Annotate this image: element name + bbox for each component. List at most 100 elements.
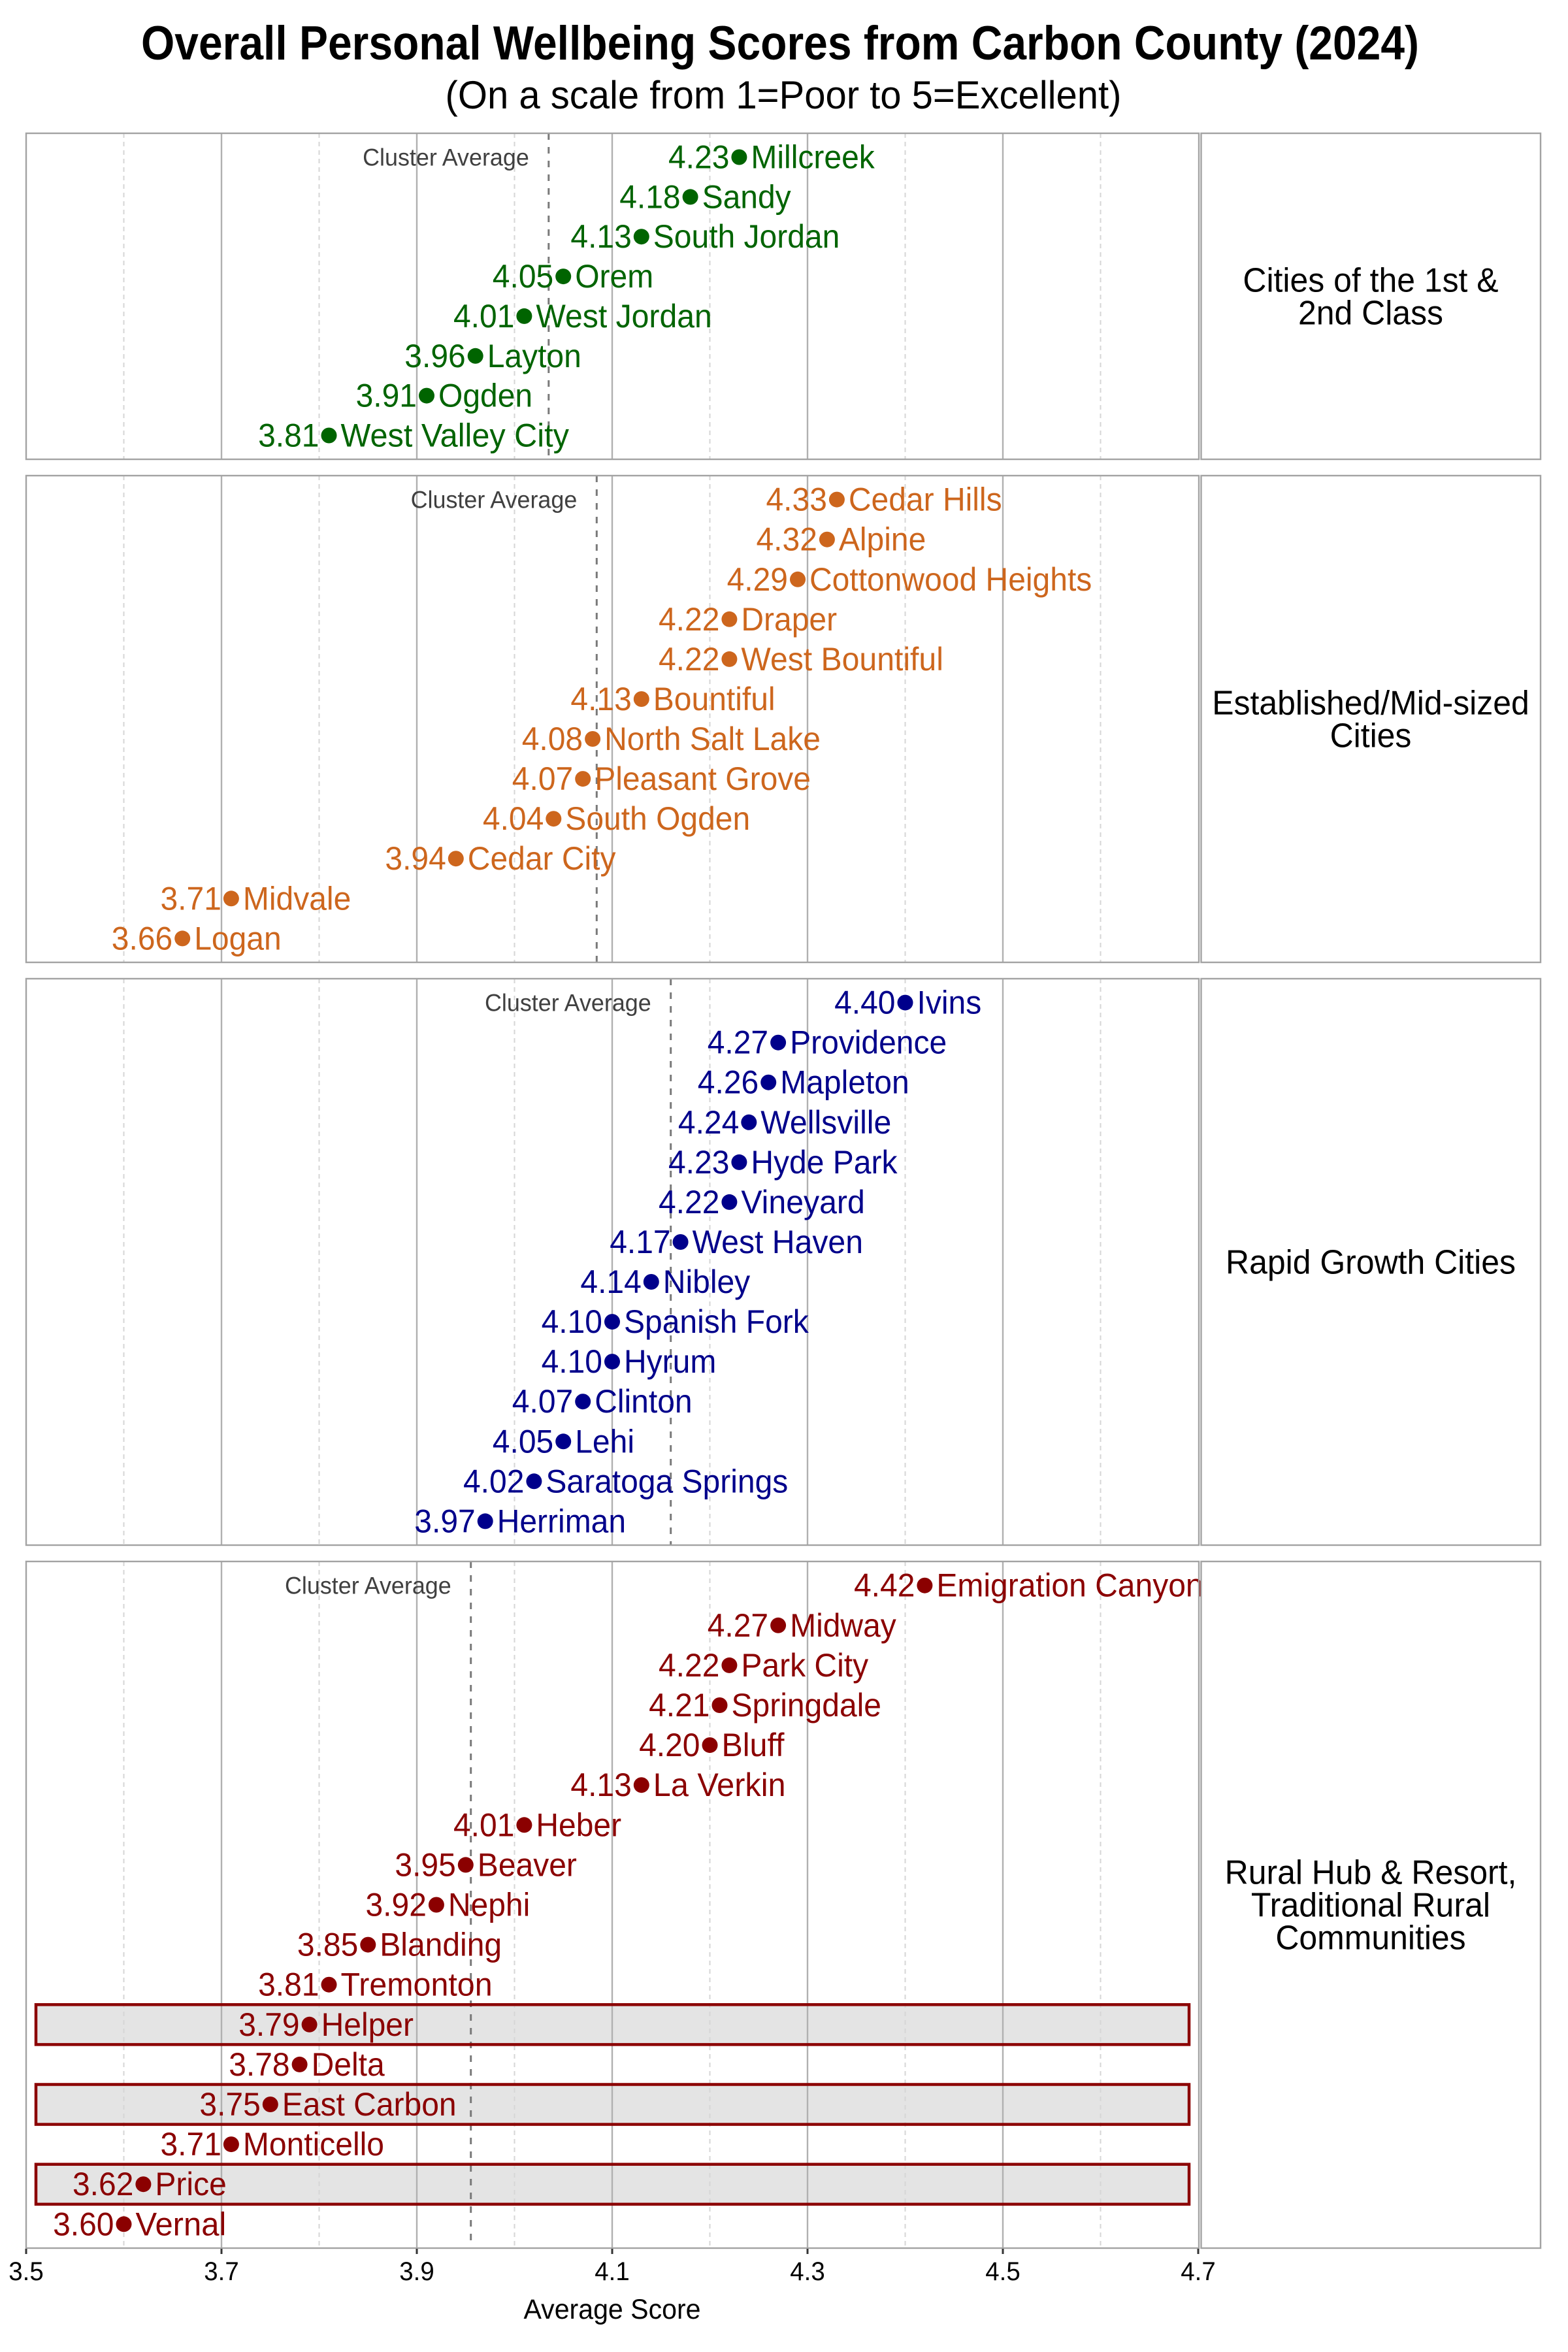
svg-text:La Verkin: La Verkin [653, 1767, 786, 1803]
svg-text:Providence: Providence [790, 1024, 947, 1061]
svg-text:4.02: 4.02 [463, 1463, 524, 1499]
svg-text:4.22: 4.22 [659, 1184, 719, 1220]
svg-text:3.94: 3.94 [385, 840, 446, 877]
svg-text:4.21: 4.21 [649, 1687, 710, 1723]
svg-text:3.60: 3.60 [53, 2206, 114, 2242]
svg-text:Millcreek: Millcreek [751, 139, 875, 176]
svg-text:4.3: 4.3 [790, 2257, 825, 2286]
svg-text:Hyde Park: Hyde Park [751, 1144, 898, 1181]
svg-text:4.32: 4.32 [757, 521, 817, 558]
svg-text:Beaver: Beaver [478, 1846, 577, 1883]
svg-text:Nephi: Nephi [448, 1887, 530, 1923]
svg-text:4.1: 4.1 [595, 2257, 629, 2286]
svg-text:4.10: 4.10 [542, 1343, 602, 1380]
svg-text:Overall Personal Wellbeing Sco: Overall Personal Wellbeing Scores from C… [141, 17, 1419, 70]
svg-text:3.85: 3.85 [297, 1927, 358, 1963]
svg-text:Cities of the 1st &: Cities of the 1st & [1243, 261, 1498, 299]
svg-text:Cottonwood Heights: Cottonwood Heights [809, 561, 1092, 598]
svg-text:Cluster Average: Cluster Average [411, 487, 578, 514]
svg-text:South Ogden: South Ogden [565, 800, 750, 837]
svg-text:3.7: 3.7 [204, 2257, 238, 2286]
svg-text:Helper: Helper [321, 2006, 414, 2043]
svg-text:3.5: 3.5 [8, 2257, 43, 2286]
svg-text:Established/Mid-sized: Established/Mid-sized [1212, 684, 1529, 722]
svg-text:4.23: 4.23 [668, 139, 729, 176]
svg-text:Saratoga Springs: Saratoga Springs [546, 1463, 788, 1499]
svg-text:4.40: 4.40 [834, 985, 895, 1021]
svg-text:Lehi: Lehi [575, 1423, 634, 1460]
svg-text:3.75: 3.75 [199, 2086, 260, 2123]
svg-text:4.27: 4.27 [708, 1607, 768, 1644]
svg-text:Nibley: Nibley [663, 1264, 750, 1300]
svg-text:Orem: Orem [575, 258, 653, 295]
svg-text:Rapid Growth Cities: Rapid Growth Cities [1226, 1243, 1516, 1281]
svg-text:Spanish Fork: Spanish Fork [624, 1303, 809, 1340]
svg-text:4.13: 4.13 [570, 1767, 631, 1803]
svg-text:Cluster Average: Cluster Average [285, 1573, 451, 1599]
svg-text:Price: Price [155, 2166, 226, 2202]
svg-text:4.04: 4.04 [483, 800, 544, 837]
svg-text:Cluster Average: Cluster Average [485, 990, 651, 1017]
svg-text:4.29: 4.29 [727, 561, 788, 598]
svg-text:4.5: 4.5 [985, 2257, 1020, 2286]
svg-text:4.05: 4.05 [493, 1423, 553, 1460]
svg-text:3.71: 3.71 [161, 880, 221, 917]
svg-text:Cedar City: Cedar City [468, 840, 616, 877]
svg-text:North Salt Lake: North Salt Lake [604, 721, 821, 757]
svg-text:4.18: 4.18 [619, 178, 680, 215]
svg-text:4.07: 4.07 [512, 1383, 573, 1420]
svg-text:4.05: 4.05 [493, 258, 553, 295]
svg-text:3.97: 3.97 [414, 1503, 475, 1539]
svg-text:Cluster Average: Cluster Average [363, 144, 529, 171]
svg-text:Ogden: Ogden [438, 378, 532, 414]
svg-text:(On a scale from 1=Poor to 5=E: (On a scale from 1=Poor to 5=Excellent) [446, 73, 1122, 117]
svg-text:Sandy: Sandy [702, 178, 791, 215]
svg-text:Vineyard: Vineyard [741, 1184, 864, 1220]
svg-text:Herriman: Herriman [497, 1503, 626, 1539]
svg-text:Ivins: Ivins [917, 985, 982, 1021]
svg-text:Delta: Delta [312, 2046, 385, 2083]
svg-text:Monticello: Monticello [243, 2126, 384, 2163]
svg-text:West Valley City: West Valley City [341, 417, 569, 454]
svg-text:3.95: 3.95 [395, 1846, 455, 1883]
svg-text:3.79: 3.79 [238, 2006, 299, 2043]
svg-text:4.26: 4.26 [698, 1064, 759, 1101]
svg-text:4.22: 4.22 [659, 1647, 719, 1684]
svg-text:Average Score: Average Score [524, 2294, 701, 2325]
svg-text:Clinton: Clinton [595, 1383, 692, 1420]
svg-text:Draper: Draper [741, 601, 837, 638]
svg-text:Hyrum: Hyrum [624, 1343, 716, 1380]
svg-text:Midvale: Midvale [243, 880, 351, 917]
svg-text:Tremonton: Tremonton [341, 1967, 493, 2003]
svg-text:Blanding: Blanding [380, 1927, 502, 1963]
svg-text:4.13: 4.13 [570, 218, 631, 255]
svg-text:4.14: 4.14 [580, 1264, 641, 1300]
svg-text:Midway: Midway [790, 1607, 896, 1644]
svg-text:Vernal: Vernal [136, 2206, 227, 2242]
svg-text:Cities: Cities [1330, 717, 1412, 755]
svg-text:Heber: Heber [536, 1806, 621, 1843]
svg-text:3.91: 3.91 [356, 378, 417, 414]
svg-text:Park City: Park City [741, 1647, 868, 1684]
svg-text:4.13: 4.13 [570, 681, 631, 717]
svg-text:4.42: 4.42 [854, 1567, 915, 1604]
svg-text:Communities: Communities [1275, 1919, 1465, 1957]
svg-text:4.23: 4.23 [668, 1144, 729, 1181]
svg-text:4.07: 4.07 [512, 760, 573, 797]
svg-text:Rural Hub & Resort,: Rural Hub & Resort, [1225, 1854, 1517, 1891]
svg-text:Mapleton: Mapleton [780, 1064, 909, 1101]
svg-text:Bluff: Bluff [722, 1727, 785, 1763]
svg-text:West Jordan: West Jordan [536, 298, 711, 335]
svg-text:Bountiful: Bountiful [653, 681, 776, 717]
svg-text:Springdale: Springdale [732, 1687, 882, 1723]
svg-text:West Haven: West Haven [693, 1224, 863, 1260]
svg-text:4.17: 4.17 [610, 1224, 670, 1260]
svg-text:South Jordan: South Jordan [653, 218, 840, 255]
svg-text:4.01: 4.01 [453, 1806, 514, 1843]
svg-text:Logan: Logan [194, 920, 282, 956]
svg-text:East Carbon: East Carbon [282, 2086, 457, 2123]
svg-text:Traditional Rural: Traditional Rural [1251, 1886, 1490, 1924]
svg-text:3.71: 3.71 [161, 2126, 221, 2163]
svg-text:3.9: 3.9 [399, 2257, 434, 2286]
svg-text:West Bountiful: West Bountiful [741, 641, 943, 678]
